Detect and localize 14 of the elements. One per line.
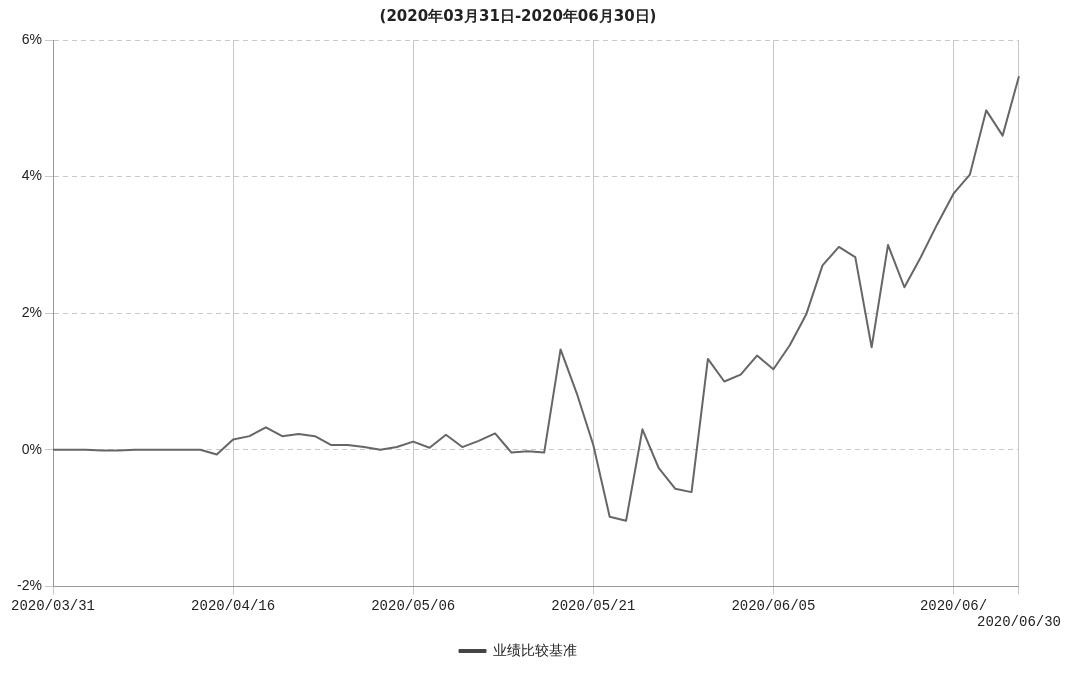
legend-label: 业绩比较基准 [492,641,577,658]
x-tick-label: 2020/06/30 [976,614,1061,631]
x-tick-label: 2020/06/ [919,597,988,614]
x-tick-label: 2020/06/05 [731,597,816,614]
y-tick-label: 2% [21,304,43,321]
x-tick-label: 2020/05/21 [551,597,636,614]
x-tick-label: 2020/04/16 [191,597,276,614]
y-tick-label: -2% [17,577,43,594]
y-tick-label: 6% [21,30,43,47]
x-tick-label: 2020/05/06 [371,597,456,614]
chart-title: (2020年03月31日-2020年06月30日) [379,6,657,25]
y-tick-label: 0% [21,440,43,457]
y-tick-label: 4% [21,167,43,184]
x-tick-label: 2020/03/31 [11,597,96,614]
